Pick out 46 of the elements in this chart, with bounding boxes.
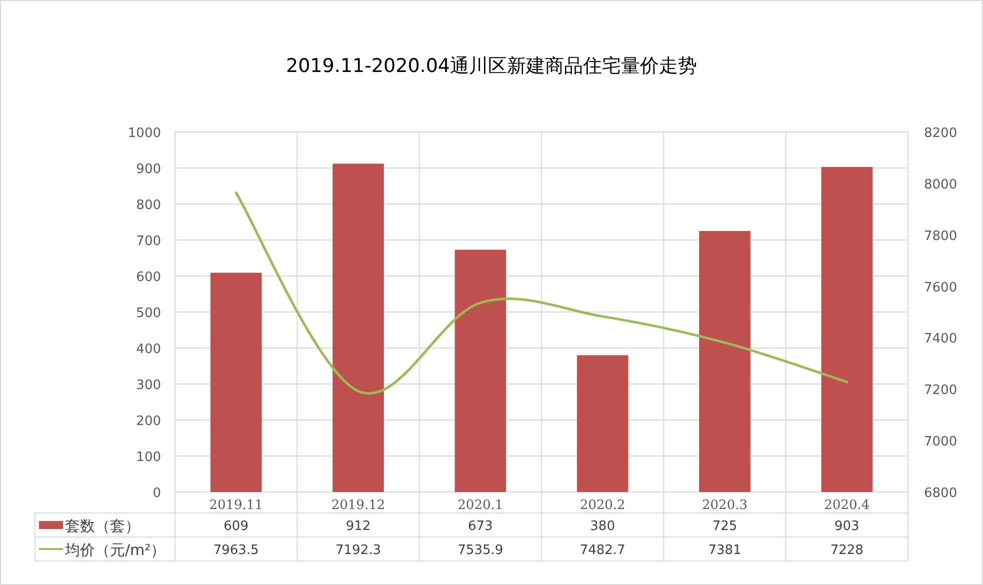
x-tick-label: 2019.11 (209, 498, 263, 513)
y-tick-label: 900 (136, 162, 161, 177)
y2-tick-label: 8000 (924, 177, 958, 192)
legend-label: 均价（元/m²） (64, 541, 166, 559)
bar (821, 166, 873, 492)
y-tick-label: 0 (152, 486, 161, 501)
data-label: 7381 (708, 543, 742, 558)
chart-title: 2019.11-2020.04通川区新建商品住宅量价走势 (286, 55, 697, 77)
bar (454, 250, 506, 492)
y-tick-label: 600 (136, 270, 161, 285)
x-tick-label: 2019.12 (331, 498, 386, 513)
y2-tick-label: 7200 (924, 383, 958, 398)
y2-tick-label: 7400 (924, 332, 958, 347)
y2-tick-label: 7000 (924, 434, 958, 450)
y2-tick-label: 8200 (924, 126, 958, 141)
data-label: 7192.3 (336, 543, 381, 558)
y-tick-label: 100 (136, 450, 161, 465)
y2-tick-label: 6800 (924, 486, 958, 501)
bar (576, 355, 628, 492)
y2-tick-label: 7600 (924, 280, 958, 296)
legend-label: 套数（套） (65, 517, 140, 535)
y-tick-label: 200 (136, 414, 161, 429)
data-label: 7963.5 (213, 543, 259, 558)
bar (699, 231, 750, 492)
x-tick-label: 2020.4 (824, 498, 870, 513)
data-label: 7228 (830, 543, 864, 558)
data-label: 725 (712, 519, 738, 534)
data-label: 673 (468, 519, 493, 534)
data-label: 903 (834, 519, 860, 534)
data-label: 609 (224, 519, 248, 534)
data-label: 7535.9 (458, 543, 504, 558)
bar (210, 272, 262, 492)
bar (332, 164, 384, 492)
y-tick-label: 1000 (128, 126, 161, 141)
x-tick-label: 2020.3 (702, 498, 748, 513)
y-tick-label: 300 (136, 378, 161, 393)
y2-tick-label: 7800 (924, 228, 958, 244)
data-label: 912 (346, 519, 371, 534)
data-label: 7482.7 (580, 543, 626, 558)
x-tick-label: 2020.1 (458, 498, 504, 513)
y-tick-label: 500 (136, 306, 161, 321)
y-tick-label: 400 (136, 342, 161, 357)
y-tick-label: 700 (136, 234, 161, 249)
data-label: 380 (590, 519, 615, 534)
x-tick-label: 2020.2 (580, 498, 626, 513)
y-tick-label: 800 (136, 198, 161, 213)
